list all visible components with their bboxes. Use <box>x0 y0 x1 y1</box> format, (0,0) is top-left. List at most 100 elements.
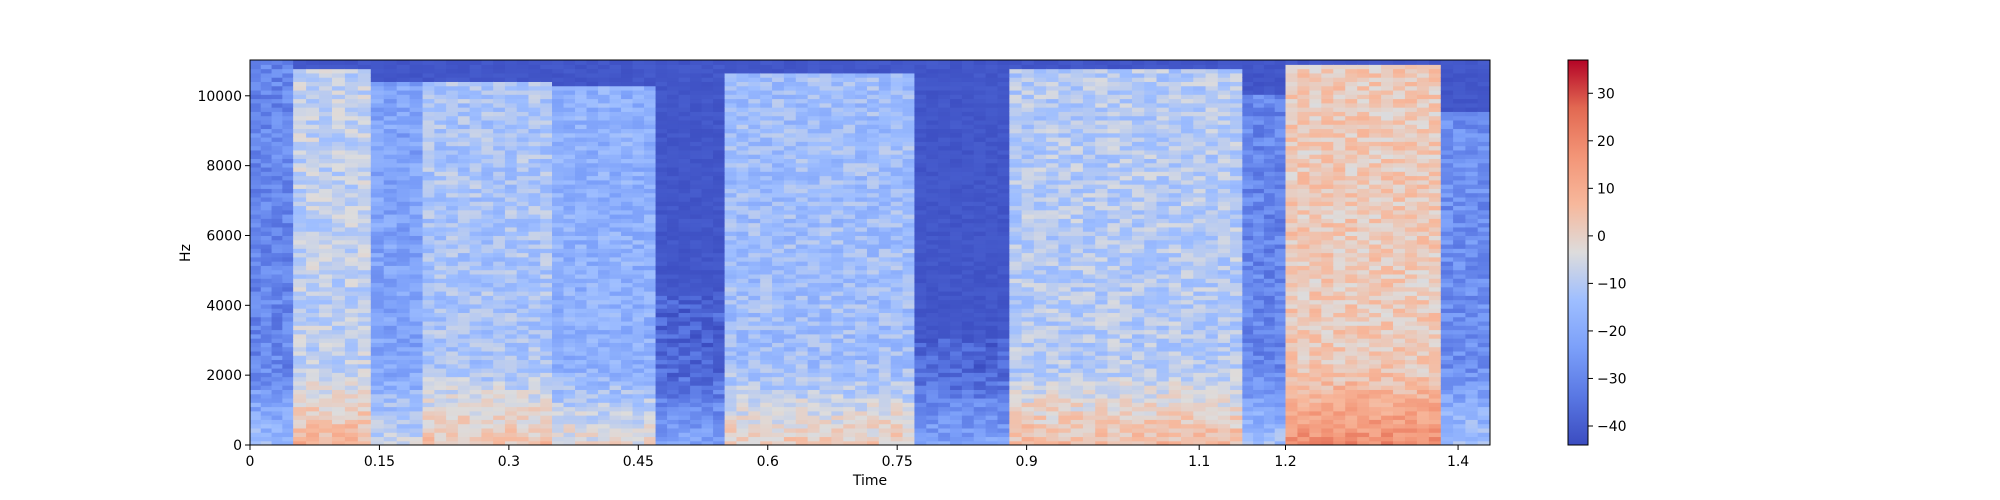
spectrogram-cell <box>319 265 333 271</box>
spectrogram-cell <box>724 89 738 95</box>
spectrogram-cell <box>586 205 599 211</box>
spectrogram-cell <box>831 196 844 202</box>
spectrogram-cell <box>282 278 294 284</box>
spectrogram-cell <box>807 282 821 288</box>
spectrogram-cell <box>457 214 471 219</box>
spectrogram-cell <box>736 89 749 95</box>
spectrogram-cell <box>481 333 494 339</box>
spectrogram-cell <box>383 222 398 228</box>
spectrogram-cell <box>724 359 738 365</box>
spectrogram-cell <box>878 64 892 70</box>
spectrogram-cell <box>831 85 844 91</box>
spectrogram-cell <box>250 363 262 369</box>
spectrogram-cell <box>563 419 576 425</box>
spectrogram-cell <box>843 359 856 365</box>
spectrogram-cell <box>598 226 611 232</box>
spectrogram-cell <box>586 286 599 292</box>
spectrogram-cell <box>434 201 447 207</box>
spectrogram-cell <box>516 115 530 121</box>
spectrogram-cell <box>422 171 435 177</box>
spectrogram-cell <box>516 158 530 164</box>
spectrogram-cell <box>540 380 553 386</box>
spectrogram-cell <box>293 427 307 433</box>
spectrogram-cell <box>598 188 611 194</box>
spectrogram-cell <box>271 235 283 241</box>
spectrogram-cell <box>855 209 868 215</box>
spectrogram-cell <box>383 145 398 151</box>
spectrogram-cell <box>878 196 892 202</box>
spectrogram-cell <box>528 338 541 343</box>
spectrogram-cell <box>271 359 283 365</box>
spectrogram-cell <box>528 179 541 185</box>
spectrogram-cell <box>855 380 868 386</box>
spectrogram-cell <box>772 402 785 408</box>
spectrogram-cell <box>504 226 518 232</box>
spectrogram-cell <box>493 218 506 224</box>
spectrogram-cell <box>409 171 424 177</box>
spectrogram-cell <box>575 218 588 224</box>
spectrogram-cell <box>271 145 283 151</box>
spectrogram-cell <box>457 385 471 390</box>
spectrogram-cell <box>819 175 832 181</box>
spectrogram-cell <box>831 235 844 241</box>
spectrogram-cell <box>748 124 761 130</box>
spectrogram-cell <box>552 188 565 194</box>
spectrogram-cell <box>783 333 797 339</box>
spectrogram-cell <box>667 102 680 108</box>
spectrogram-cell <box>434 320 447 326</box>
spectrogram-cell <box>831 312 844 318</box>
spectrogram-cell <box>370 423 385 429</box>
spectrogram-cell <box>575 64 588 70</box>
spectrogram-cell <box>690 295 703 301</box>
spectrogram-cell <box>609 427 622 433</box>
spectrogram-cell <box>493 329 506 335</box>
spectrogram-cell <box>446 248 459 254</box>
spectrogram-cell <box>748 295 761 301</box>
spectrogram-cell <box>890 214 904 219</box>
spectrogram-cell <box>598 402 611 408</box>
spectrogram-cell <box>282 68 294 74</box>
spectrogram-cell <box>667 162 680 168</box>
spectrogram-cell <box>644 119 657 125</box>
spectrogram-cell <box>678 248 691 254</box>
spectrogram-cell <box>409 325 424 331</box>
spectrogram-cell <box>260 201 273 207</box>
spectrogram-cell <box>469 77 483 82</box>
spectrogram-cell <box>409 119 424 125</box>
spectrogram-cell <box>319 248 333 254</box>
spectrogram-cell <box>866 184 880 189</box>
spectrogram-cell <box>632 209 645 215</box>
spectrogram-cell <box>493 415 506 420</box>
spectrogram-cell <box>878 346 892 352</box>
spectrogram-cell <box>878 436 892 442</box>
spectrogram-cell <box>690 372 703 378</box>
spectrogram-cell <box>760 205 773 211</box>
spectrogram-cell <box>831 415 844 420</box>
spectrogram-cell <box>831 410 844 416</box>
spectrogram-cell <box>667 175 680 181</box>
spectrogram-cell <box>878 333 892 339</box>
spectrogram-cell <box>260 107 273 112</box>
spectrogram-cell <box>701 132 714 138</box>
spectrogram-cell <box>409 440 424 445</box>
spectrogram-cell <box>516 359 530 365</box>
spectrogram-cell <box>481 154 494 159</box>
spectrogram-cell <box>819 85 832 91</box>
spectrogram-cell <box>271 141 283 147</box>
spectrogram-cell <box>609 72 622 78</box>
spectrogram-cell <box>504 291 518 296</box>
spectrogram-cell <box>736 231 749 236</box>
spectrogram-cell <box>504 209 518 215</box>
spectrogram-cell <box>563 132 576 138</box>
spectrogram-cell <box>690 419 703 425</box>
spectrogram-cell <box>383 261 398 266</box>
spectrogram-cell <box>493 380 506 386</box>
spectrogram-cell <box>493 406 506 412</box>
spectrogram-cell <box>250 389 262 395</box>
spectrogram-cell <box>736 239 749 245</box>
spectrogram-cell <box>344 286 359 292</box>
spectrogram-cell <box>396 389 411 395</box>
spectrogram-cell <box>493 291 506 296</box>
spectrogram-cell <box>446 94 459 100</box>
spectrogram-cell <box>748 368 761 373</box>
